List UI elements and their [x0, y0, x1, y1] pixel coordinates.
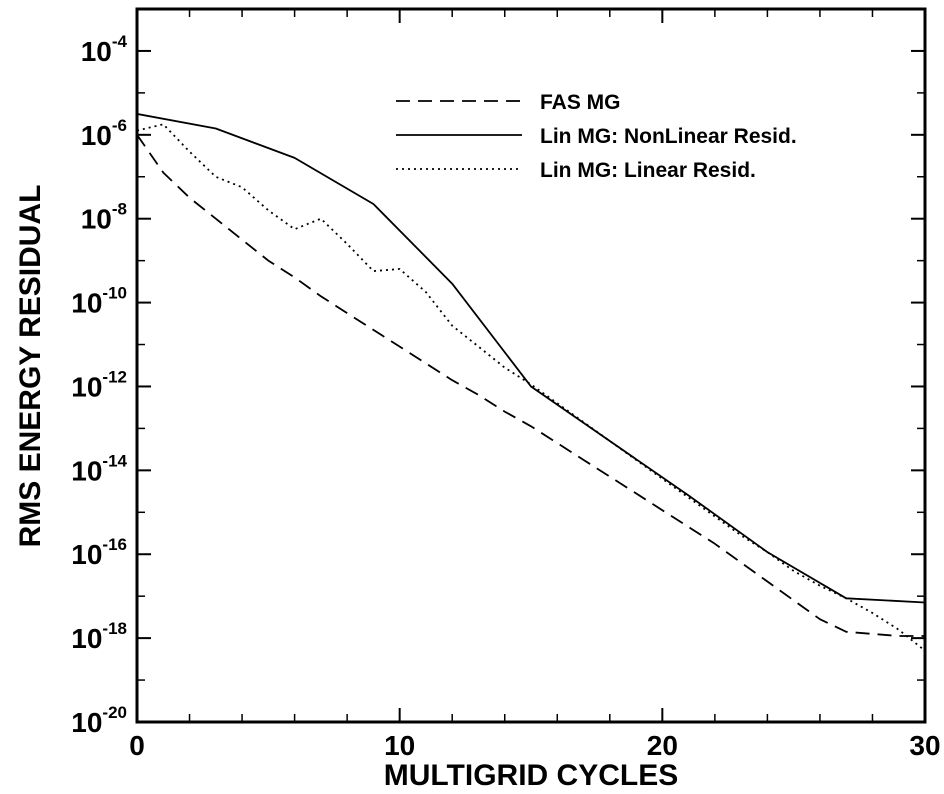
x-tick-label: 20 [647, 730, 678, 761]
series-layer [137, 113, 925, 652]
y-tick-label: 10-12 [71, 367, 127, 402]
y-tick-label: 10-14 [71, 451, 127, 486]
legend-label-3: Lin MG: Linear Resid. [540, 159, 756, 182]
y-tick-label: 10-6 [81, 116, 127, 151]
y-tick-label: 10-18 [71, 619, 127, 654]
x-tick-label: 0 [129, 730, 145, 761]
series-line-2 [137, 113, 925, 604]
legend: FAS MG Lin MG: NonLinear Resid. Lin MG: Li… [396, 91, 797, 182]
y-tick-label: 10-20 [71, 703, 127, 738]
legend-label-2: Lin MG: NonLinear Resid. [540, 125, 797, 148]
x-axis-label: MULTIGRID CYCLES [384, 759, 678, 792]
legend-label-1: FAS MG [540, 91, 621, 114]
x-tick-label: 10 [384, 730, 415, 761]
series-line-1 [137, 134, 925, 637]
y-axis-label: RMS ENERGY RESIDUAL [14, 185, 47, 548]
x-tick-label: 30 [909, 730, 940, 761]
plot-frame [135, 7, 927, 724]
ticks-layer: 0 10 20 30 10-4 10-6 10-8 10-10 10-12 10-14 10-16 1… [71, 8, 941, 761]
y-tick-label: 10-10 [71, 284, 127, 319]
y-tick-label: 10-4 [81, 32, 128, 67]
y-tick-label: 10-16 [71, 535, 127, 570]
y-tick-label: 10-8 [81, 200, 127, 235]
